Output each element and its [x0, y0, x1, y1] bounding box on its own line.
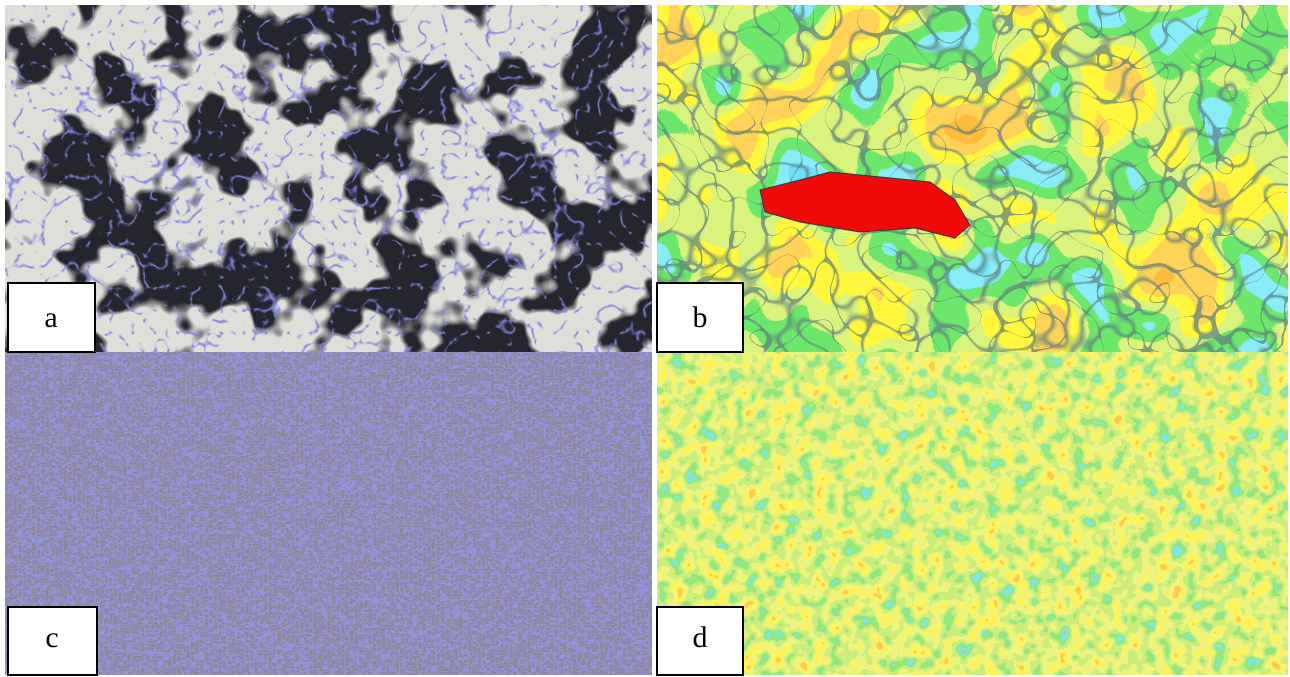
panel-b-boundaries	[657, 5, 1288, 352]
figure: a b c d	[0, 0, 1290, 677]
panel-label: b	[693, 301, 708, 334]
panel-label: d	[693, 621, 708, 654]
panel-a-boundaries	[5, 5, 652, 352]
panel-label: a	[44, 301, 57, 334]
panel-c-boundaries	[5, 352, 652, 675]
panel-d-segments	[657, 352, 1288, 675]
page: a b c d (() => { const data = JSON.parse…	[0, 0, 1290, 677]
panel-label: c	[45, 621, 58, 654]
